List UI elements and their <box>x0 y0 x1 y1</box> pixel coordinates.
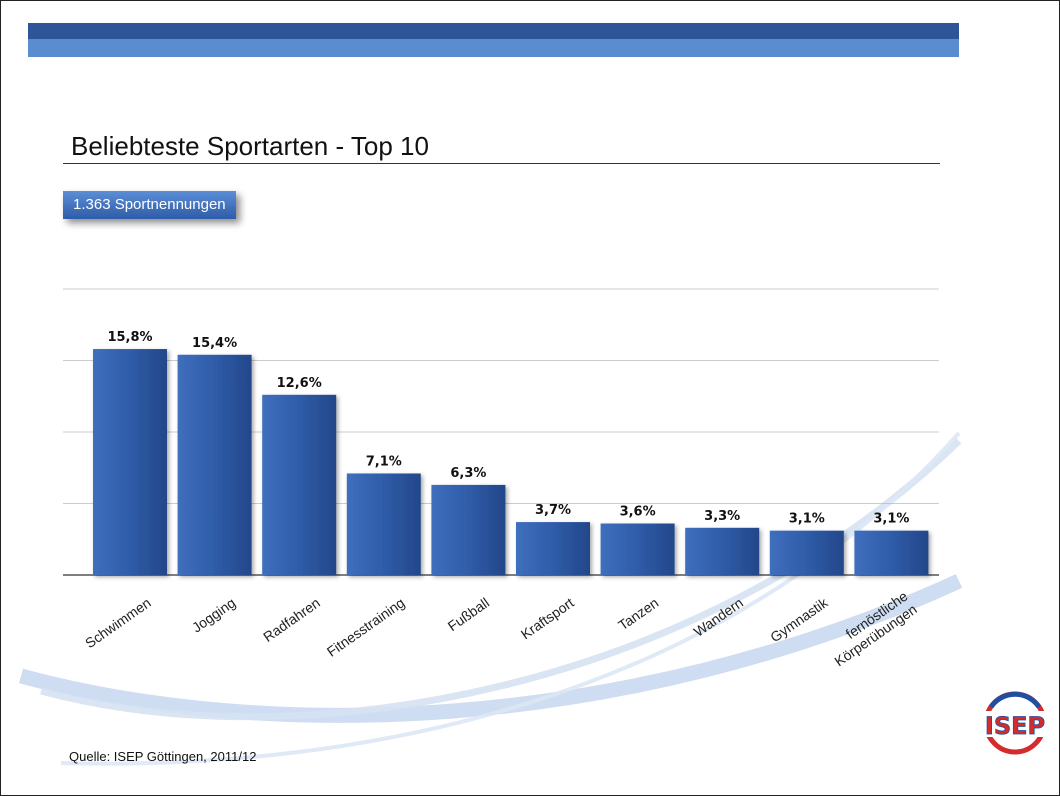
category-label-9: fernöstlicheKörperübungen <box>822 588 920 670</box>
data-label-8: 3,1% <box>789 512 825 527</box>
bar-4 <box>431 484 506 575</box>
bar-1 <box>177 354 252 575</box>
category-label-1: Jogging <box>189 594 238 635</box>
bar-9 <box>854 530 929 575</box>
bar-0 <box>93 349 167 575</box>
data-label-7: 3,3% <box>704 509 740 524</box>
bar-8 <box>769 530 844 575</box>
header-band-dark <box>28 23 959 39</box>
category-label-7: Wandern <box>691 594 746 639</box>
data-label-0: 15,8% <box>107 330 152 345</box>
category-label-4: Fußball <box>445 594 492 634</box>
mentions-badge: 1.363 Sportnennungen <box>63 191 236 219</box>
data-label-6: 3,6% <box>620 505 656 520</box>
data-label-3: 7,1% <box>366 454 402 469</box>
data-label-1: 15,4% <box>192 336 237 351</box>
data-label-5: 3,7% <box>535 503 571 518</box>
category-label-8: Gymnastik <box>767 594 831 646</box>
category-label-5: Kraftsport <box>518 594 577 642</box>
bar-7 <box>685 527 760 575</box>
data-label-2: 12,6% <box>277 376 322 391</box>
category-label-6: Tanzen <box>615 594 661 633</box>
header-band-light <box>28 39 959 57</box>
svg-text:ISEP: ISEP <box>985 712 1045 740</box>
data-label-9: 3,1% <box>873 512 909 527</box>
bar-5 <box>516 522 590 575</box>
bar-2 <box>262 394 337 575</box>
bar-3 <box>346 473 421 575</box>
bar-6 <box>600 523 675 575</box>
data-label-4: 6,3% <box>450 466 486 481</box>
category-label-3: Fitnesstraining <box>324 594 408 659</box>
category-label-2: Radfahren <box>260 594 323 645</box>
slide-title: Beliebteste Sportarten - Top 10 <box>71 131 429 161</box>
isep-logo: ISEP <box>975 691 1055 755</box>
category-label-0: Schwimmen <box>82 594 154 651</box>
title-divider <box>63 163 940 164</box>
source-note: Quelle: ISEP Göttingen, 2011/12 <box>69 749 257 764</box>
